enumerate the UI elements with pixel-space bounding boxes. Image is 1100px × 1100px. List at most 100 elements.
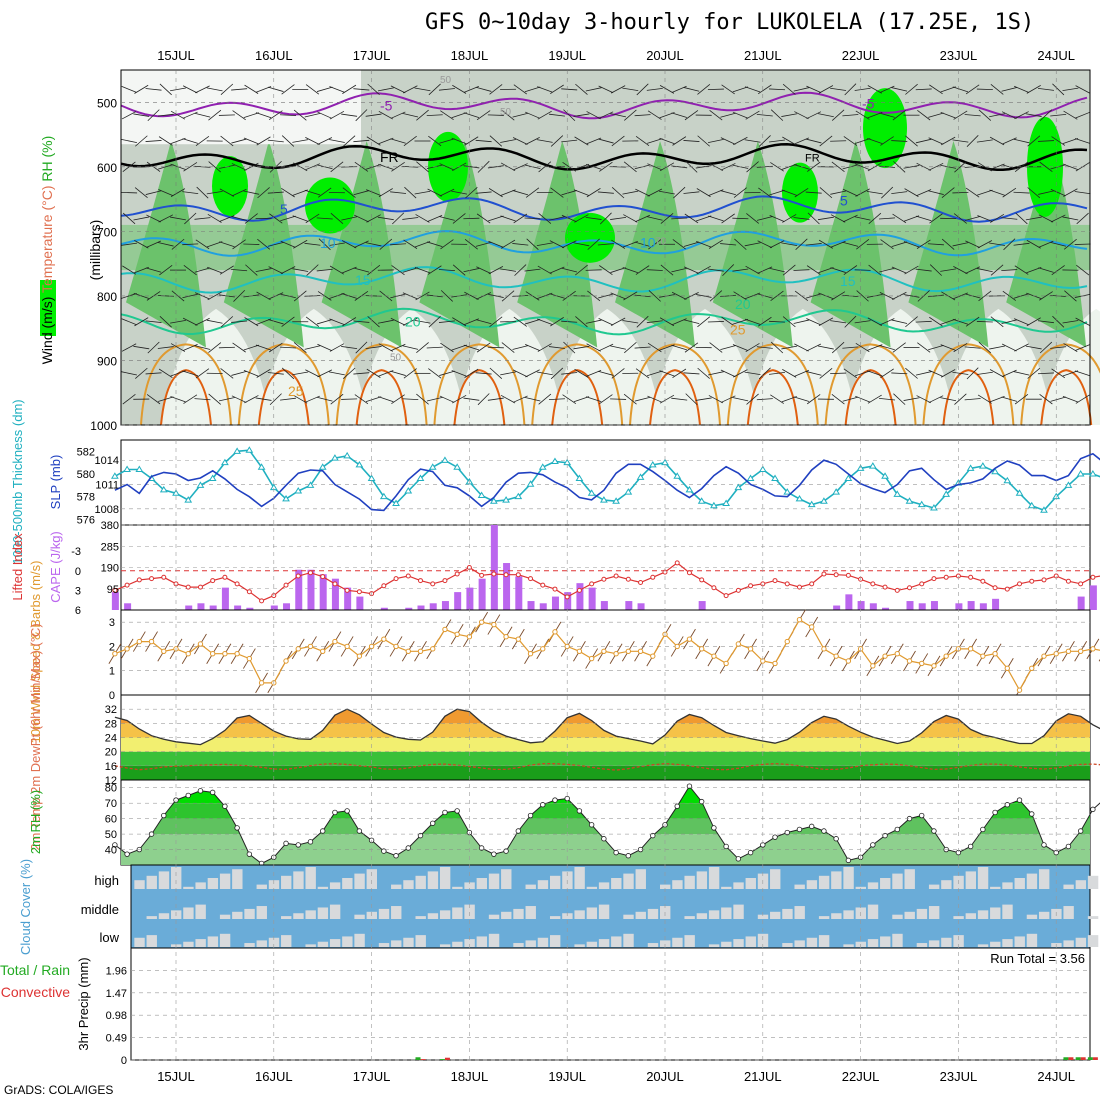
li-marker xyxy=(405,573,411,579)
thickness-marker xyxy=(233,447,242,454)
wind-barb xyxy=(879,267,895,273)
wind-barb xyxy=(561,190,578,196)
li-ylabel: Lifted Index xyxy=(10,533,25,601)
thickness-marker xyxy=(807,500,816,508)
slp-ylabel: SLP (mb) xyxy=(48,455,63,510)
wind-barb xyxy=(159,264,173,276)
wind-barb xyxy=(976,139,993,143)
wind-barb xyxy=(880,136,894,146)
thickness-marker xyxy=(673,472,682,479)
wind-barb xyxy=(379,238,393,250)
wind-barb xyxy=(512,369,528,378)
wind-barb xyxy=(231,163,247,171)
wind-barb xyxy=(610,85,626,94)
thickness-marker xyxy=(404,487,413,494)
rh-marker xyxy=(430,820,436,826)
wind-barb xyxy=(464,291,479,301)
date-label-bottom: 17JUL xyxy=(353,1069,391,1084)
wind-barb xyxy=(746,213,760,224)
date-label-top: 21JUL xyxy=(744,48,782,63)
y-tick-label: 0.49 xyxy=(106,1033,127,1045)
wind-barb xyxy=(451,137,467,145)
cloud-bar xyxy=(415,875,426,889)
wind-barb xyxy=(525,137,540,145)
cloud-bar xyxy=(1026,933,1038,947)
wind-barb xyxy=(769,214,785,222)
wind-barb xyxy=(915,215,932,222)
wind-barb xyxy=(304,112,321,118)
wind-barb xyxy=(574,368,589,378)
cloud-bar xyxy=(305,867,316,889)
wind-barb xyxy=(439,395,455,403)
rh-panel xyxy=(112,779,1100,867)
wind-barb xyxy=(170,319,186,324)
wind-barb xyxy=(929,84,943,95)
y-tick-label: 700 xyxy=(97,225,117,239)
wind-barb xyxy=(734,238,747,250)
li-marker xyxy=(283,582,289,588)
wind-barb xyxy=(806,85,822,93)
li-marker xyxy=(650,574,656,580)
wind-barb xyxy=(536,242,553,247)
wind-barb xyxy=(257,238,271,250)
wind-barb xyxy=(611,135,625,147)
wind-barb xyxy=(207,213,222,223)
wind-barb xyxy=(464,136,479,146)
wind-barb xyxy=(611,186,625,199)
wind-barb xyxy=(1001,319,1018,325)
page-title: GFS 0~10day 3-hourly for LUKOLELA (17.25… xyxy=(425,10,1035,35)
wind-barb xyxy=(905,316,918,328)
thickness-marker xyxy=(306,481,315,488)
wind-barb xyxy=(255,165,272,169)
wind-barb xyxy=(365,113,382,117)
cape-bar xyxy=(857,601,865,610)
wind-barb xyxy=(317,187,332,198)
wind-barb xyxy=(966,367,979,380)
wind-barb xyxy=(757,266,773,274)
y-tick-left: 582 xyxy=(77,446,95,458)
wind-barb xyxy=(720,395,736,403)
thickness-marker xyxy=(893,490,902,497)
cloud-bar xyxy=(476,878,488,889)
cloud-bar xyxy=(525,940,536,947)
li-marker xyxy=(381,583,387,589)
rh-marker xyxy=(576,808,583,814)
thickness-marker xyxy=(135,465,144,472)
thickness-marker xyxy=(428,463,437,470)
wind-marker xyxy=(1077,648,1084,654)
wind-barb xyxy=(391,394,405,404)
wind-barb xyxy=(342,84,357,94)
wind-barb xyxy=(854,87,871,91)
wind-barb xyxy=(525,187,540,198)
li-marker xyxy=(943,574,949,580)
wind-barb xyxy=(538,213,552,224)
wind-barb xyxy=(415,214,430,223)
li-marker xyxy=(833,572,839,578)
wind-barb xyxy=(636,315,649,328)
wind-barb xyxy=(218,346,235,349)
precip-total-bar xyxy=(415,1057,421,1060)
wind-barb xyxy=(854,138,871,144)
wind-barb xyxy=(721,84,735,95)
ylabel-part: Wind (m/s) xyxy=(39,293,55,364)
thickness-marker xyxy=(820,497,828,504)
wind-barb xyxy=(794,111,809,120)
li-marker xyxy=(1029,578,1035,584)
cloud-bar xyxy=(439,910,451,919)
wind-barb xyxy=(965,240,981,249)
wind-barb xyxy=(709,342,723,353)
wind-barb xyxy=(231,188,247,197)
wind-barb xyxy=(720,137,736,145)
wind-marker xyxy=(148,638,155,645)
cloud-bar xyxy=(342,878,353,889)
date-label-top: 18JUL xyxy=(451,48,489,63)
wind-barb xyxy=(208,342,222,353)
wind-barb xyxy=(954,393,967,405)
cloud-bar xyxy=(1075,880,1087,889)
wind-barb xyxy=(367,83,380,96)
y-tick-label: 0.98 xyxy=(106,1010,127,1022)
wind-barb xyxy=(353,139,370,143)
wind-barb xyxy=(232,239,246,250)
wind-barb xyxy=(243,344,260,351)
rh-marker xyxy=(307,839,314,845)
